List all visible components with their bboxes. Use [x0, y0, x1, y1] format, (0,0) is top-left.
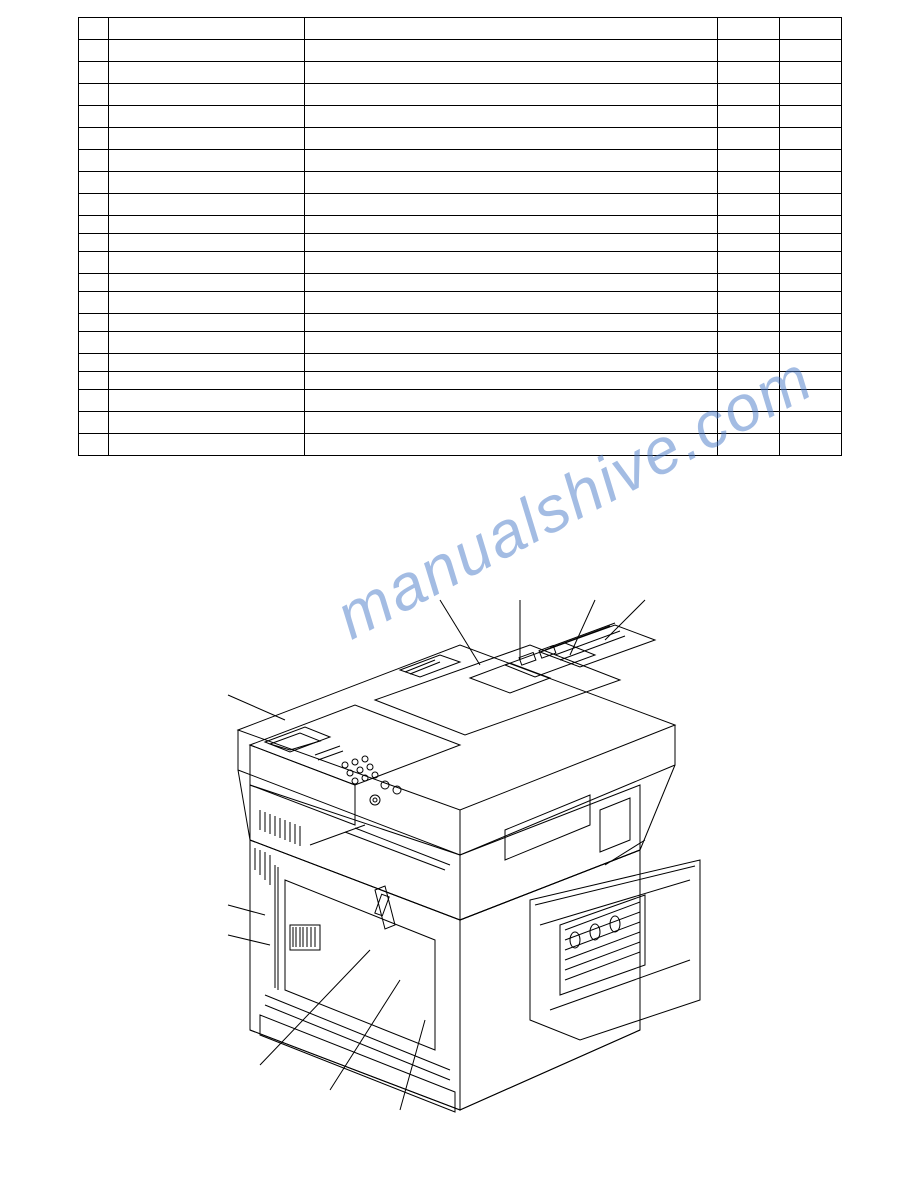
table-row: [79, 252, 842, 274]
table-row: [79, 18, 842, 40]
table-row: [79, 40, 842, 62]
table-row: [79, 62, 842, 84]
table-row: [79, 216, 842, 234]
table-row: [79, 234, 842, 252]
table-row: [79, 84, 842, 106]
table-row: [79, 332, 842, 354]
table-row: [79, 412, 842, 434]
table-row: [79, 274, 842, 292]
table-row: [79, 314, 842, 332]
table-row: [79, 194, 842, 216]
table-row: [79, 390, 842, 412]
table-row: [79, 172, 842, 194]
table-row: [79, 128, 842, 150]
table-row: [79, 150, 842, 172]
table-row: [79, 292, 842, 314]
table-row: [79, 354, 842, 372]
table-row: [79, 106, 842, 128]
table-row: [79, 434, 842, 456]
printer-svg: [200, 570, 720, 1130]
printer-diagram: [200, 570, 720, 1130]
table-row: [79, 372, 842, 390]
parts-table: [78, 17, 842, 456]
